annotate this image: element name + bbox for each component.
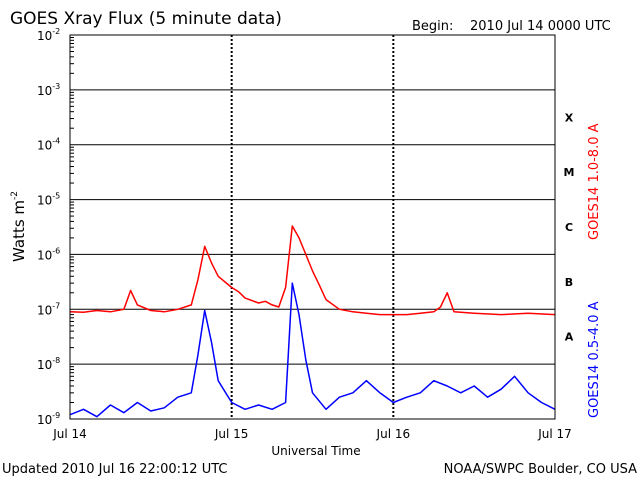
y-axis-label-exponent: -2 <box>10 191 20 200</box>
y-tick-label: 10-6 <box>37 246 60 262</box>
y-tick-label: 10-5 <box>37 192 60 208</box>
y-tick-label: 10-7 <box>37 301 60 317</box>
flare-class-label: X <box>565 111 574 124</box>
flare-class-label: A <box>565 331 574 344</box>
flare-class-label: C <box>565 221 573 234</box>
flare-class-label: M <box>564 166 575 179</box>
x-tick-label: Jul 14 <box>52 427 87 441</box>
series-layer <box>69 225 556 418</box>
chart-title: GOES Xray Flux (5 minute data) <box>10 9 282 29</box>
begin-label: Begin: <box>412 19 453 34</box>
x-tick-label: Jul 15 <box>214 427 249 441</box>
series-short-channel-line <box>69 282 556 418</box>
credit-text: NOAA/SWPC Boulder, CO USA <box>444 462 637 477</box>
y-tick-label: 10-4 <box>37 137 60 153</box>
y-tick-label: 10-3 <box>37 82 60 98</box>
legend-short-channel: GOES14 0.5-4.0 A <box>587 301 602 418</box>
updated-timestamp: Updated 2010 Jul 16 22:00:12 UTC <box>2 462 227 477</box>
y-tick-label: 10-8 <box>37 356 60 372</box>
x-axis-label: Universal Time <box>271 444 360 458</box>
begin-value: 2010 Jul 14 0000 UTC <box>470 19 611 34</box>
y-axis-label: Watts m-2 <box>10 191 28 262</box>
series-long-channel-line <box>69 225 556 316</box>
y-axis-label-base: Watts m <box>10 200 28 262</box>
x-tick-label: Jul 16 <box>376 427 411 441</box>
y-tick-label: 10-2 <box>37 27 60 43</box>
legend-long-channel: GOES14 1.0-8.0 A <box>587 123 602 240</box>
plot-frame <box>69 34 556 420</box>
x-tick-label: Jul 17 <box>537 427 572 441</box>
flare-class-label: B <box>565 276 573 289</box>
y-tick-label: 10-9 <box>37 411 60 427</box>
label-layer: Jul 14 Jul 15 Jul 16 Jul 17 10-9 10-8 10-7 10-6… <box>37 27 574 441</box>
grid-layer <box>70 34 555 420</box>
